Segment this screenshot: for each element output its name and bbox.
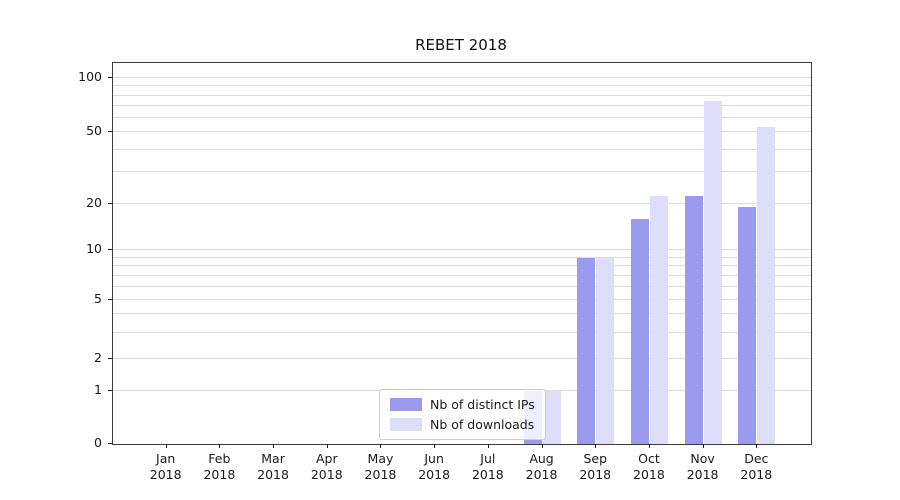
- legend-label-downloads: Nb of downloads: [430, 417, 535, 432]
- y-axis-tick-mark: [108, 130, 112, 132]
- x-axis-tick-mark: [487, 444, 489, 448]
- gridline: [113, 202, 811, 204]
- x-axis-tick-mark: [380, 444, 382, 448]
- bar-downloads: [542, 391, 561, 444]
- bar-downloads: [757, 127, 776, 444]
- y-axis-tick-label: 2: [94, 350, 102, 366]
- x-axis-tick-label: Jan 2018: [149, 451, 182, 482]
- legend-label-distinct-ips: Nb of distinct IPs: [430, 397, 535, 412]
- plot-area: Nb of distinct IPs Nb of downloads: [112, 62, 812, 445]
- gridline: [113, 265, 811, 267]
- x-axis-tick-mark: [756, 444, 758, 448]
- y-axis-tick-mark: [108, 443, 112, 444]
- x-axis-tick-label: Mar 2018: [257, 451, 289, 482]
- bar-distinct-ips: [738, 207, 757, 444]
- x-axis-tick-mark: [702, 444, 704, 448]
- x-axis-tick-mark: [165, 444, 167, 448]
- x-axis-tick-label: Oct 2018: [633, 451, 665, 482]
- x-axis-tick-mark: [595, 444, 597, 448]
- gridline: [113, 104, 811, 106]
- x-axis-tick-label: Jun 2018: [418, 451, 451, 482]
- gridline: [113, 85, 811, 87]
- x-axis-tick-label: Jul 2018: [471, 451, 504, 482]
- x-axis-tick-label: May 2018: [364, 451, 397, 482]
- y-axis-tick-label: 50: [86, 122, 102, 138]
- gridline: [113, 94, 811, 96]
- y-axis-tick-mark: [108, 358, 112, 360]
- legend-swatch-downloads: [390, 418, 422, 431]
- x-axis-tick-mark: [541, 444, 543, 448]
- bar-distinct-ips: [577, 257, 596, 444]
- x-axis-tick-label: Sep 2018: [579, 451, 612, 482]
- x-axis-tick-label: Aug 2018: [525, 451, 558, 482]
- y-axis-tick-label: 20: [86, 194, 102, 210]
- gridline: [113, 130, 811, 132]
- bar-downloads: [703, 100, 722, 444]
- gridline: [113, 358, 811, 360]
- legend-item-downloads: Nb of downloads: [390, 417, 535, 432]
- x-axis-tick-mark: [326, 444, 328, 448]
- x-axis-tick-mark: [219, 444, 221, 448]
- legend-swatch-distinct-ips: [390, 398, 422, 411]
- y-axis-tick-label: 10: [86, 241, 102, 257]
- y-axis-tick-label: 0: [94, 435, 102, 450]
- bar-distinct-ips: [684, 196, 703, 444]
- bar-downloads: [596, 257, 615, 444]
- bar-distinct-ips: [630, 218, 649, 444]
- x-axis-tick-label: Apr 2018: [310, 451, 343, 482]
- x-axis-tick-label: Dec 2018: [740, 451, 773, 482]
- gridline: [113, 285, 811, 287]
- gridline: [113, 313, 811, 315]
- x-axis-tick-label: Nov 2018: [686, 451, 719, 482]
- gridline: [113, 171, 811, 173]
- legend-item-distinct-ips: Nb of distinct IPs: [390, 397, 535, 412]
- gridline: [113, 249, 811, 251]
- gridline: [113, 298, 811, 300]
- x-axis-tick-mark: [648, 444, 650, 448]
- chart-legend: Nb of distinct IPs Nb of downloads: [379, 389, 546, 440]
- gridline: [113, 274, 811, 276]
- y-axis-tick-label: 100: [78, 69, 102, 85]
- y-axis-tick-mark: [108, 77, 112, 79]
- y-axis-tick-mark: [108, 249, 112, 251]
- bar-downloads: [649, 196, 668, 444]
- y-axis-tick-label: 1: [94, 382, 102, 398]
- gridline: [113, 116, 811, 118]
- gridline: [113, 331, 811, 333]
- x-axis-tick-label: Feb 2018: [203, 451, 236, 482]
- chart-title: REBET 2018: [415, 36, 507, 54]
- y-axis-tick-label: 5: [94, 290, 102, 306]
- gridline: [113, 148, 811, 150]
- gridline: [113, 77, 811, 79]
- gridline: [113, 256, 811, 258]
- y-axis-tick-mark: [108, 298, 112, 300]
- x-axis-tick-mark: [273, 444, 275, 448]
- x-axis-tick-mark: [434, 444, 436, 448]
- y-axis-tick-mark: [108, 202, 112, 204]
- y-axis-tick-mark: [108, 390, 112, 392]
